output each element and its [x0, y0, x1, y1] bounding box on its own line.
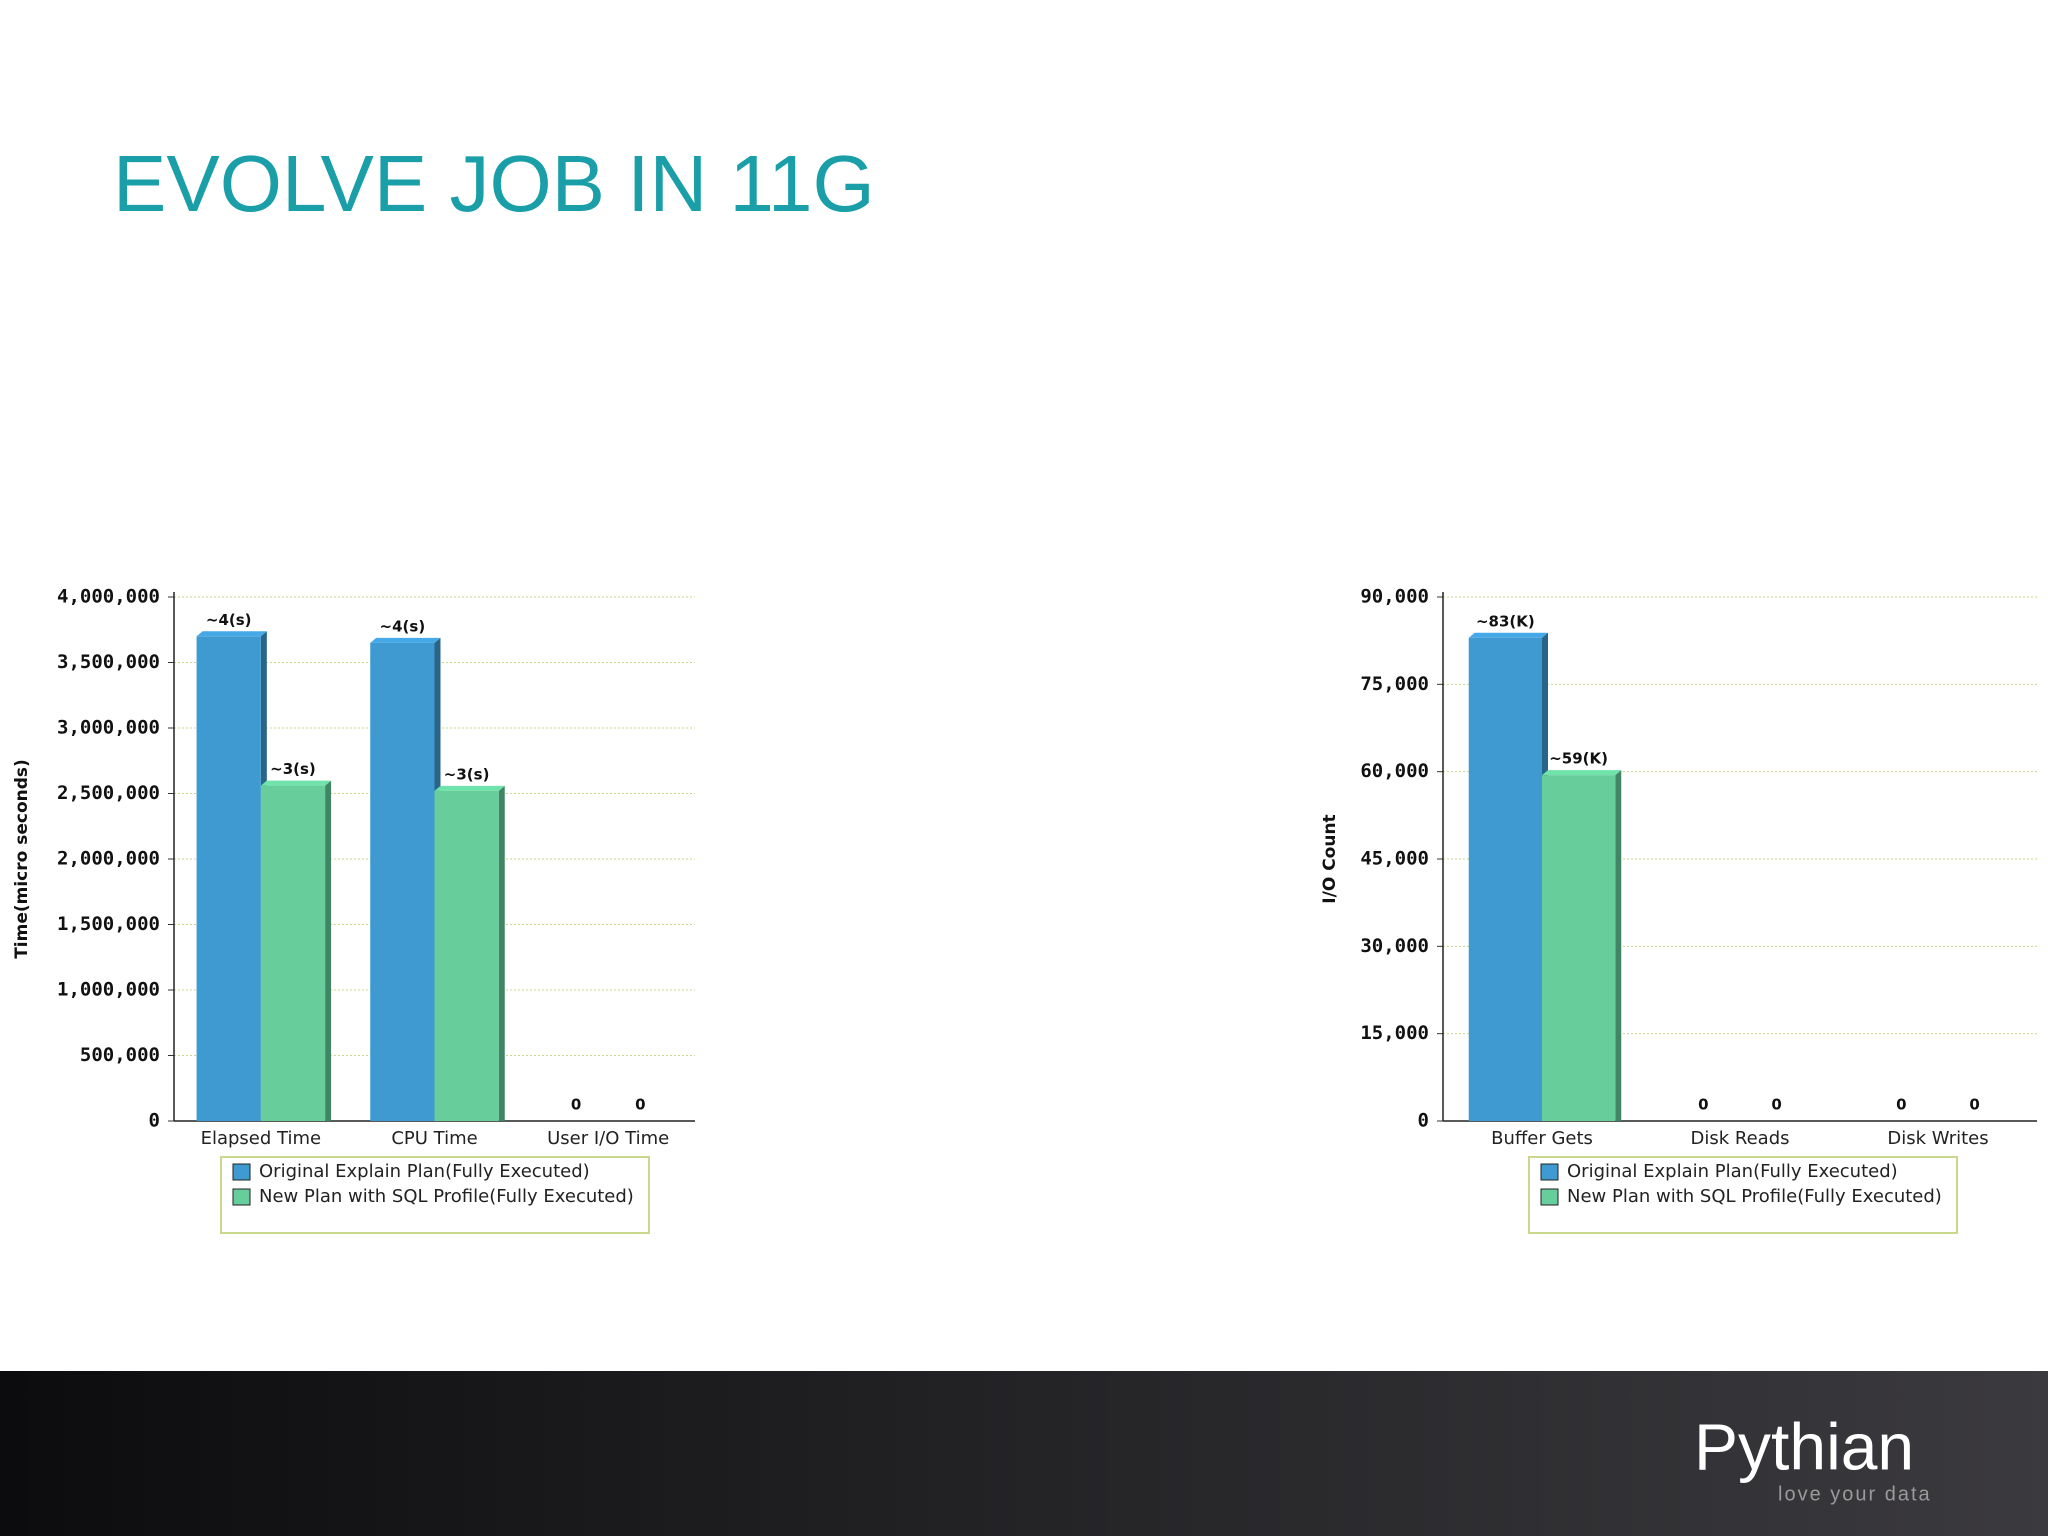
value-label: 0	[1969, 1096, 1979, 1114]
legend-label: New Plan with SQL Profile(Fully Executed…	[259, 1186, 634, 1207]
y-tick-label: 3,000,000	[57, 717, 160, 739]
value-label: ~83(K)	[1476, 612, 1535, 630]
y-axis-label: Time(micro seconds)	[12, 759, 32, 959]
y-axis-label: I/O Count	[1320, 814, 1340, 903]
y-tick-label: 500,000	[80, 1044, 160, 1066]
value-label: ~3(s)	[444, 765, 490, 783]
legend-swatch	[1540, 1163, 1559, 1181]
y-tick-label: 1,000,000	[57, 979, 160, 1001]
bar	[370, 642, 435, 1121]
bar-top	[370, 637, 441, 643]
y-tick-label: 2,500,000	[57, 782, 160, 804]
y-tick-label: 30,000	[1360, 935, 1429, 957]
y-tick-label: 45,000	[1360, 848, 1429, 870]
legend-swatch	[232, 1163, 251, 1181]
y-tick-label: 75,000	[1360, 673, 1429, 695]
y-tick-label: 90,000	[1360, 586, 1429, 608]
y-tick-label: 4,000,000	[57, 586, 160, 608]
footer-tagline: love your data	[1778, 1483, 1932, 1505]
value-label: 0	[1771, 1096, 1781, 1114]
footer-band	[0, 1371, 2048, 1536]
y-tick-label: 0	[1418, 1110, 1429, 1132]
bar	[1542, 775, 1616, 1121]
value-label: ~59(K)	[1549, 750, 1608, 768]
bar-top	[434, 785, 505, 791]
value-label: ~3(s)	[270, 760, 316, 778]
legend-box	[220, 1156, 650, 1234]
bar	[196, 636, 261, 1121]
y-tick-label: 3,500,000	[57, 651, 160, 673]
x-tick-label: Disk Reads	[1691, 1128, 1790, 1149]
bar	[434, 790, 499, 1121]
y-tick-label: 2,000,000	[57, 848, 160, 870]
x-tick-label: User I/O Time	[547, 1128, 669, 1149]
bar-top	[196, 631, 267, 637]
x-tick-label: Disk Writes	[1887, 1128, 1988, 1149]
legend-label: New Plan with SQL Profile(Fully Executed…	[1567, 1186, 1942, 1207]
legend-swatch	[1540, 1188, 1559, 1206]
y-tick-label: 1,500,000	[57, 913, 160, 935]
slide-title: EVOLVE JOB IN 11G	[113, 139, 875, 228]
value-label: 0	[571, 1096, 581, 1114]
bar-top	[260, 780, 332, 786]
bar-side	[325, 780, 332, 1121]
legend-swatch	[232, 1188, 251, 1206]
x-tick-label: Elapsed Time	[201, 1128, 321, 1149]
legend-box	[1528, 1156, 1958, 1234]
bar-top	[1468, 632, 1548, 638]
bar	[1468, 637, 1542, 1121]
value-label: 0	[635, 1096, 645, 1114]
y-tick-label: 0	[149, 1110, 160, 1132]
value-label: ~4(s)	[206, 611, 252, 629]
legend-label: Original Explain Plan(Fully Executed)	[259, 1161, 590, 1182]
x-tick-label: CPU Time	[391, 1128, 477, 1149]
bar-side	[1615, 770, 1622, 1121]
value-label: 0	[1896, 1096, 1906, 1114]
bar	[260, 785, 326, 1121]
bar-top	[1542, 770, 1622, 776]
legend-label: Original Explain Plan(Fully Executed)	[1567, 1161, 1898, 1182]
footer-logo: Pythian	[1694, 1409, 1914, 1483]
value-label: ~4(s)	[380, 617, 426, 635]
y-tick-label: 15,000	[1360, 1022, 1429, 1044]
bar-side	[498, 785, 505, 1121]
y-tick-label: 60,000	[1360, 760, 1429, 782]
value-label: 0	[1698, 1096, 1708, 1114]
x-tick-label: Buffer Gets	[1491, 1128, 1593, 1149]
